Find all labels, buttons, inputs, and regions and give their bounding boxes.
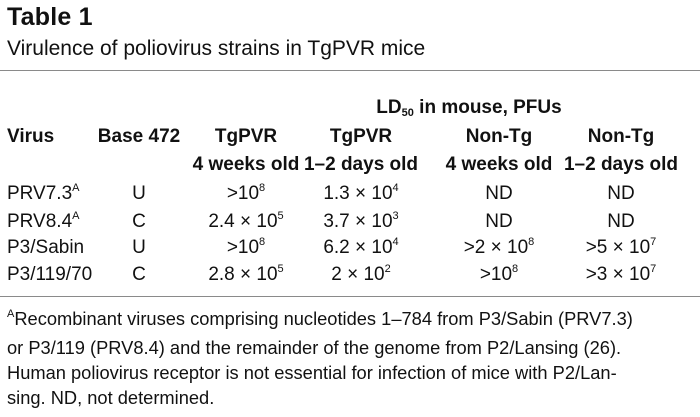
cell-c4: >5 × 107 [585,236,657,258]
cell-virus: P3/Sabin [7,237,85,258]
header-base: Base 472 [97,126,181,147]
footnote-marker: A [7,308,15,320]
cell-virus: PRV8.4A [7,210,80,232]
table-footnote: ARecombinant viruses comprising nucleoti… [7,306,697,410]
cell-c1: 2.4 × 105 [208,210,284,232]
cell-c3: ND [485,183,513,204]
bottom-rule [0,296,700,297]
spanner-subscript: 50 [401,107,414,119]
footnote-line: Human poliovirus receptor is not essenti… [7,362,617,383]
cell-c2: 1.3 × 104 [323,182,399,204]
cell-c2: 3.7 × 103 [323,210,399,232]
cell-base: U [132,183,146,204]
header-c1-line1: TgPVR [214,126,278,147]
table-caption: Virulence of poliovirus strains in TgPVR… [7,37,426,60]
cell-c4: ND [607,183,635,204]
header-c3-line2: 4 weeks old [445,154,553,175]
cell-c2: 6.2 × 104 [323,236,399,258]
top-rule [0,70,700,71]
cell-virus: P3/119/70 [7,264,93,285]
cell-base: C [132,211,146,232]
cell-c1: >108 [226,236,266,258]
cell-c2: 2 × 102 [331,263,391,285]
footnote-line: or P3/119 (PRV8.4) and the remainder of … [7,337,622,358]
cell-c4: >3 × 107 [585,263,657,285]
header-c1-line2: 4 weeks old [192,154,300,175]
spanner-suffix: in mouse, PFUs [413,97,562,118]
cell-c3: ND [485,211,513,232]
header-c3-line1: Non-Tg [465,126,533,147]
cell-c3: >108 [479,263,519,285]
header-c4-line2: 1–2 days old [563,154,679,175]
spanner-header: LD50 in mouse, PFUs [376,97,561,119]
header-c2-line1: TgPVR [329,126,393,147]
cell-c4: ND [607,211,635,232]
table-label: Table 1 [7,3,93,31]
header-virus: Virus [7,126,55,147]
cell-c1: 2.8 × 105 [208,263,284,285]
cell-c1: >108 [226,182,266,204]
cell-base: U [132,237,146,258]
cell-virus: PRV7.3A [7,182,80,204]
cell-c3: >2 × 108 [463,236,535,258]
cell-base: C [132,264,146,285]
header-c4-line1: Non-Tg [587,126,655,147]
footnote-line: sing. ND, not determined. [7,387,215,408]
spanner-prefix: LD [376,97,402,118]
header-c2-line2: 1–2 days old [303,154,419,175]
footnote-line: ARecombinant viruses comprising nucleoti… [7,308,633,329]
